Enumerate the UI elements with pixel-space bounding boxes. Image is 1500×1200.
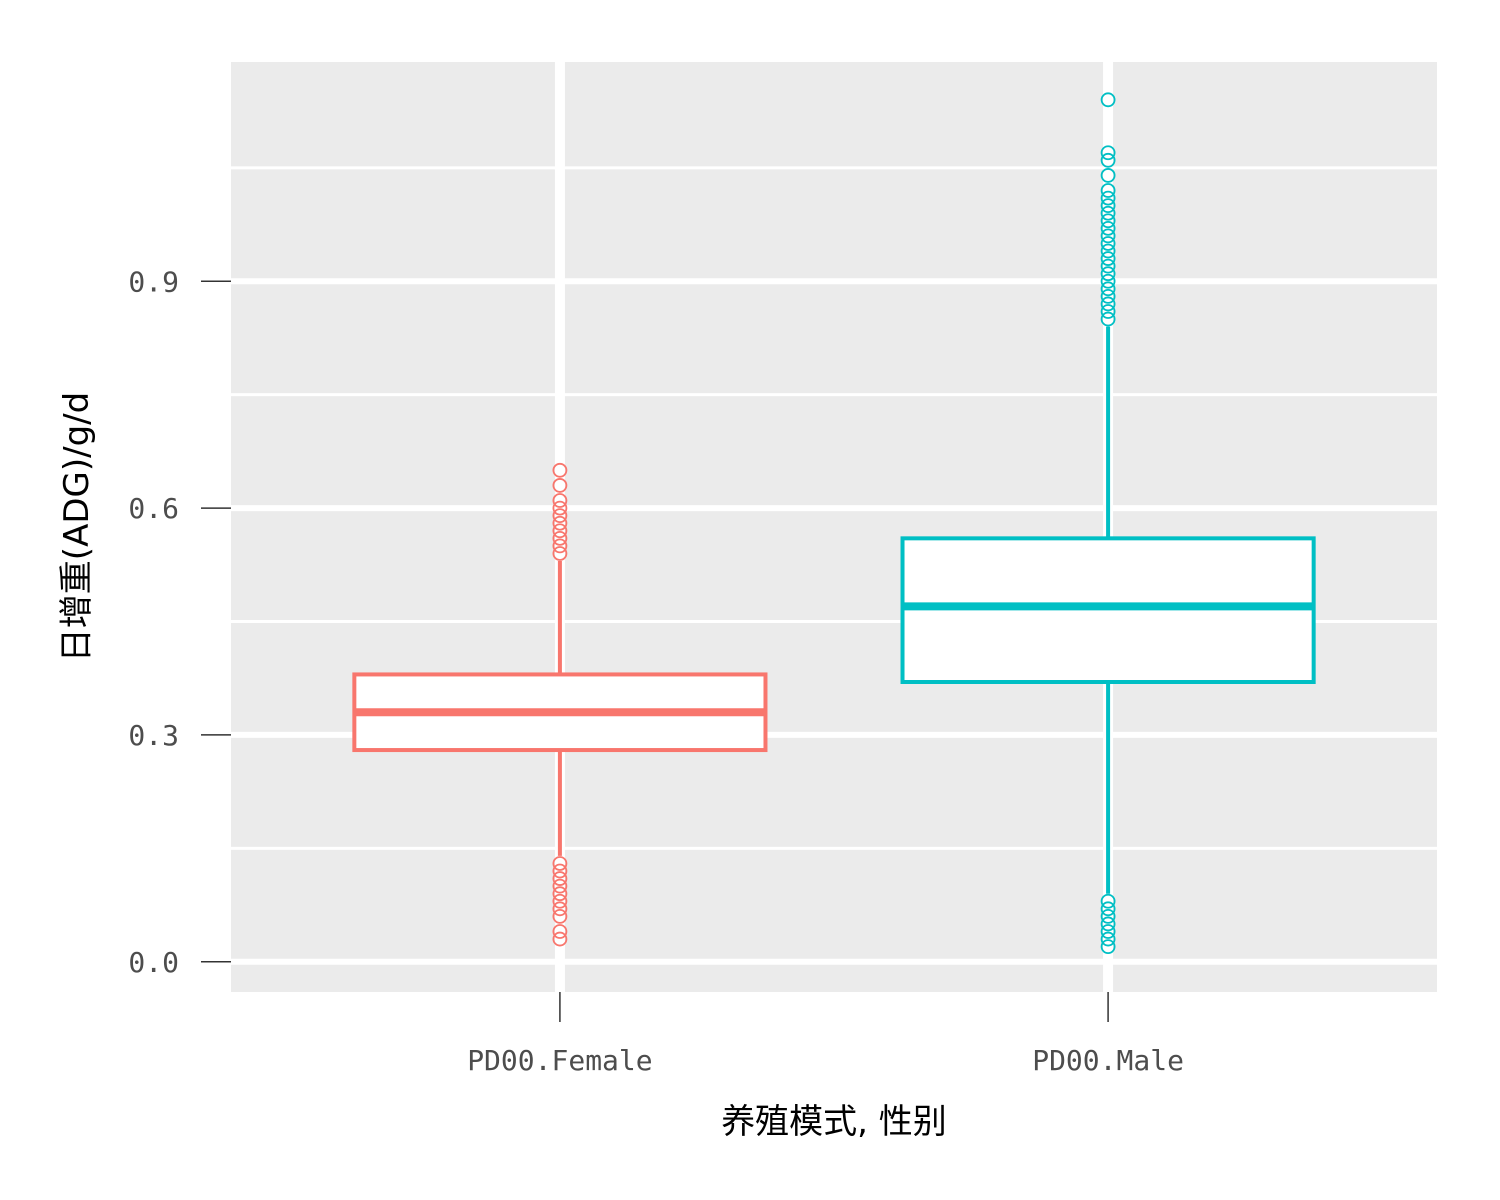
outlier-point [1100,281,1116,297]
outlier-point [552,901,568,917]
outlier-point [1100,198,1116,214]
outlier-point [1100,924,1116,939]
outlier-point [552,924,568,939]
outlier-point [1100,92,1116,108]
outlier-point [1100,273,1116,289]
outlier-point [1100,145,1116,161]
outlier-point [552,871,568,886]
y-tick-label: 0.0 [128,946,179,979]
outlier-point [1100,152,1116,168]
panel-background [231,62,1437,992]
outlier-point [1100,228,1116,244]
outlier-point [1100,190,1116,206]
outlier-point [552,893,568,909]
outlier-point [1100,893,1116,909]
outlier-point [552,886,568,902]
outlier-point [552,478,568,493]
outlier-point [1100,183,1116,198]
box-pd00-female [352,462,768,947]
outlier-point [1100,205,1116,221]
x-tick-labels: PD00.Female PD00.Male [467,1044,1184,1077]
outlier-point [1100,304,1116,319]
outlier-point [552,878,568,894]
outlier-point [1100,266,1116,282]
x-tick-label: PD00.Male [1032,1044,1184,1077]
outlier-point [552,931,568,947]
outlier-point [1100,168,1116,183]
x-tick-label: PD00.Female [467,1044,652,1077]
outlier-point [552,863,568,879]
box-pd00-male [900,92,1316,955]
y-tick-label: 0.6 [128,492,179,525]
outlier-point [1100,916,1116,932]
outlier-point [552,538,568,554]
outlier-point [552,530,568,546]
y-tick-labels: 0.0 0.3 0.6 0.9 [128,265,179,978]
outlier-point [552,908,568,924]
outlier-point [1100,243,1116,259]
outlier-point [552,500,568,516]
outlier-point [1100,908,1116,924]
axis-ticks [201,280,1109,1022]
outlier-point [1100,901,1116,917]
outlier-point [1100,296,1116,312]
outlier-point [552,462,568,478]
outlier-point [1100,236,1116,251]
x-axis-title: 养殖模式, 性别 [721,1102,947,1142]
outlier-point [1100,939,1116,955]
outlier-point [1100,220,1116,236]
outlier-point [1100,251,1116,266]
y-tick-label: 0.3 [128,719,179,752]
box-series [352,92,1316,955]
outlier-point [552,523,568,539]
outlier-point [1100,288,1116,304]
outlier-point [552,546,568,561]
y-tick-label: 0.9 [128,265,179,298]
outlier-point [552,856,568,871]
outlier-point [552,515,568,531]
outlier-point [552,508,568,524]
outlier-point [552,493,568,508]
outlier-point [1100,258,1116,274]
y-axis-title: 日增重(ADG)/g/d [57,392,97,662]
outlier-point [1100,311,1116,327]
outlier-point [1100,931,1116,947]
outlier-point [1100,213,1116,229]
